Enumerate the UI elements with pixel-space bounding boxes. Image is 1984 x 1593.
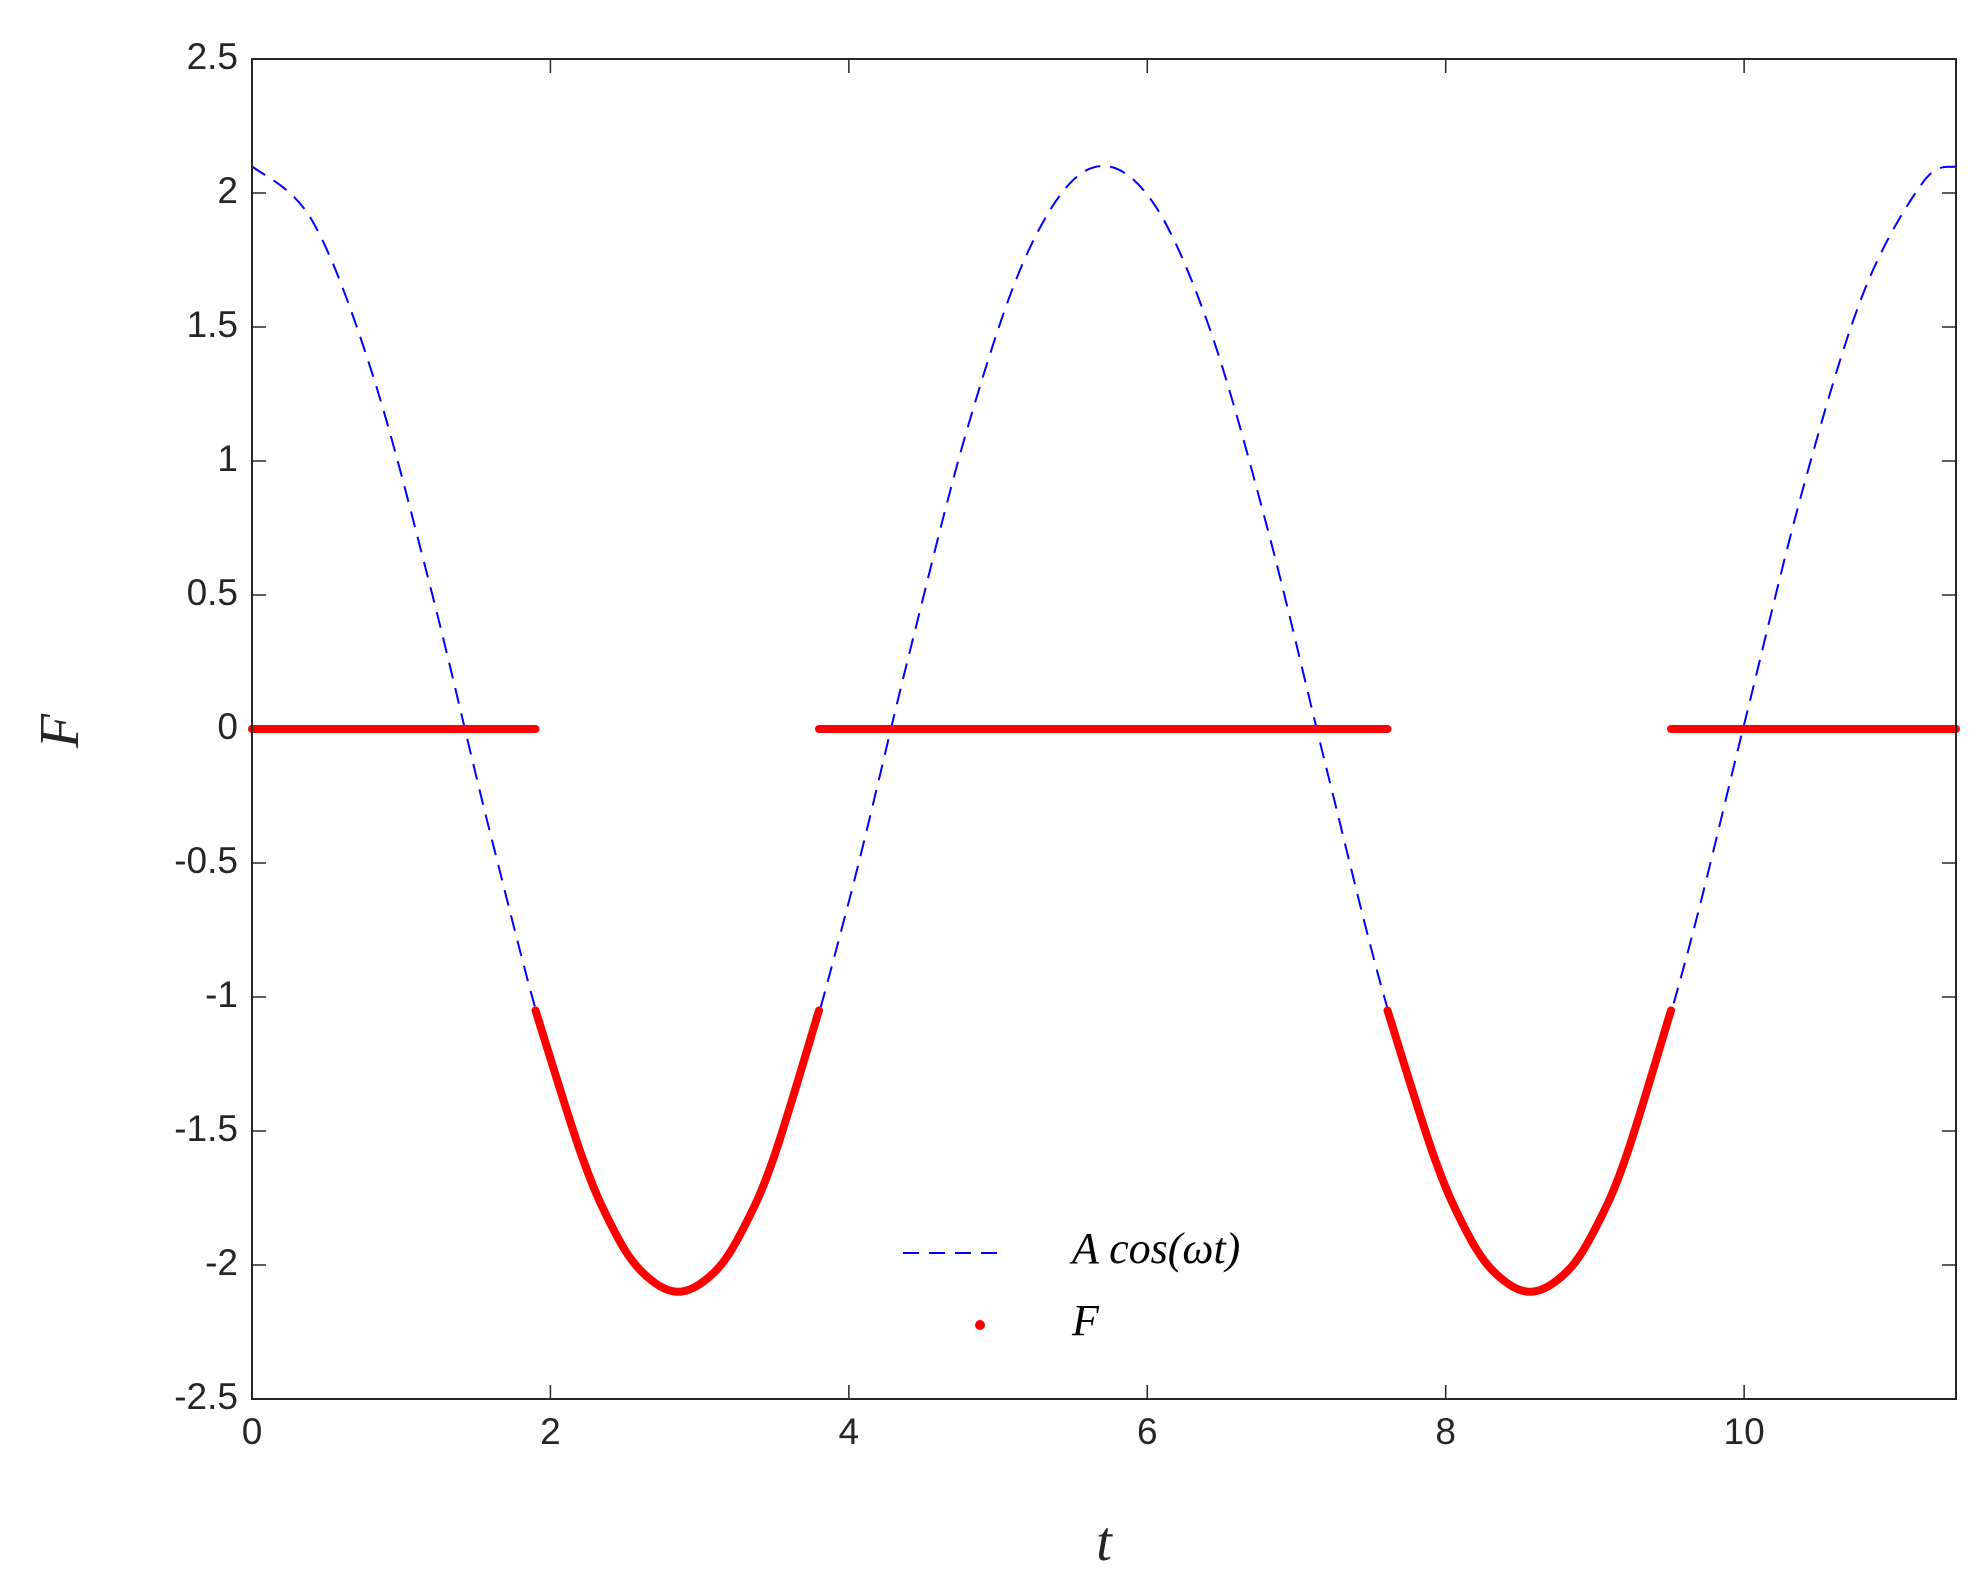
y-tick-label: -1 xyxy=(205,974,238,1015)
x-tick-label: 4 xyxy=(839,1411,860,1452)
y-tick-label: -2 xyxy=(205,1242,238,1283)
x-axis-label: t xyxy=(1096,1511,1113,1573)
y-tick-label: 0 xyxy=(217,706,238,747)
x-tick-label: 10 xyxy=(1724,1411,1765,1452)
legend-dot xyxy=(975,1320,985,1330)
dot-line xyxy=(1383,1006,1676,1296)
y-tick-label: -1.5 xyxy=(174,1108,238,1149)
legend-label: F xyxy=(1071,1296,1100,1345)
y-axis-label: F xyxy=(29,713,91,749)
dot-line xyxy=(531,1006,824,1296)
x-tick-label: 2 xyxy=(540,1411,561,1452)
y-tick-label: 1.5 xyxy=(187,304,238,345)
x-tick-label: 8 xyxy=(1435,1411,1456,1452)
y-tick-label: 2 xyxy=(217,170,238,211)
x-tick-label: 0 xyxy=(242,1411,263,1452)
legend-label: A cos(ωt) xyxy=(1069,1224,1240,1273)
y-tick-label: -2.5 xyxy=(174,1376,238,1417)
dashed-line xyxy=(251,165,1957,1293)
y-tick-label: 1 xyxy=(217,438,238,479)
y-tick-label: -0.5 xyxy=(174,840,238,881)
y-tick-label: 0.5 xyxy=(187,572,238,613)
x-tick-label: 6 xyxy=(1137,1411,1158,1452)
y-tick-label: 2.5 xyxy=(187,36,238,77)
plot-frame xyxy=(251,58,1957,1400)
